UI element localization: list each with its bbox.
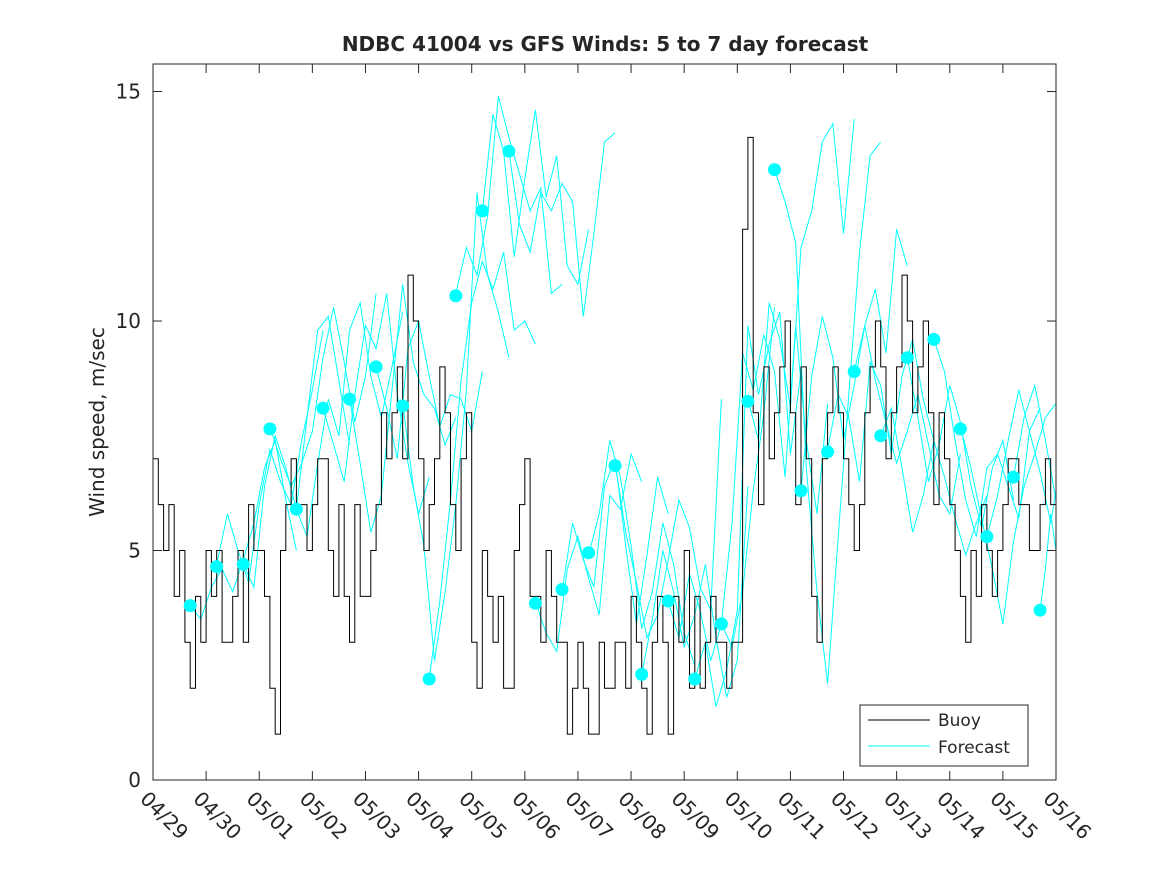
y-axis-label: Wind speed, m/sec	[85, 327, 109, 517]
buoy-series	[153, 136, 1056, 735]
forecast-point-16	[608, 459, 622, 473]
forecast-point-3	[263, 422, 277, 436]
forecast-point-25	[847, 365, 861, 378]
forecast-run-27	[906, 357, 1014, 528]
forecast-run-11	[481, 109, 590, 286]
y-tick-label-2: 10	[116, 309, 141, 333]
forecast-point-26	[874, 429, 888, 443]
forecast-point-0	[183, 599, 197, 613]
forecast-point-22	[768, 163, 781, 177]
forecast-point-18	[661, 594, 675, 608]
legend-forecast-label: Forecast	[938, 738, 1010, 758]
forecast-run-24	[827, 339, 935, 482]
forecast-point-11	[475, 204, 489, 218]
forecast-point-5	[316, 401, 330, 415]
forecast-run-12	[508, 132, 616, 317]
forecast-point-8	[396, 399, 410, 413]
forecast-point-31	[1007, 470, 1020, 484]
forecast-run-30	[986, 389, 1056, 537]
forecast-point-12	[502, 144, 516, 158]
forecast-run-20	[720, 325, 829, 624]
forecast-point-20	[714, 617, 728, 631]
forecast-point-29	[953, 422, 967, 436]
forecast-layer	[189, 95, 1056, 707]
forecast-point-14	[555, 583, 569, 596]
forecast-point-32	[1033, 603, 1047, 617]
y-axis: 0 5 10 15	[116, 80, 1056, 792]
forecast-run-5	[322, 293, 430, 514]
forecast-point-17	[635, 667, 649, 681]
forecast-point-6	[343, 392, 356, 406]
plot-area	[153, 95, 1056, 735]
forecast-point-7	[369, 360, 383, 374]
forecast-point-4	[289, 502, 303, 516]
forecast-point-15	[582, 546, 596, 560]
forecast-point-21	[741, 394, 755, 408]
forecast-run-13	[534, 452, 643, 654]
forecast-run-28	[933, 339, 1041, 537]
forecast-run-21	[747, 119, 855, 441]
forecast-initial-points	[183, 144, 1047, 686]
forecast-point-2	[236, 557, 250, 571]
forecast-run-10	[455, 95, 563, 295]
forecast-point-24	[821, 445, 835, 459]
forecast-run-9	[428, 252, 536, 680]
forecast-run-16	[614, 399, 722, 640]
forecast-run-23	[800, 229, 908, 491]
forecast-point-1	[210, 560, 224, 574]
forecast-point-19	[688, 672, 702, 686]
forecast-point-10	[449, 289, 463, 303]
legend-buoy-label: Buoy	[938, 711, 981, 731]
forecast-run-25	[853, 325, 961, 516]
forecast-point-30	[980, 530, 994, 544]
y-tick-label-0: 0	[128, 768, 141, 792]
forecast-run-3	[269, 293, 377, 488]
forecast-run-32	[1039, 513, 1056, 611]
forecast-run-15	[588, 440, 696, 666]
forecast-point-28	[927, 332, 941, 346]
forecast-point-13	[528, 596, 542, 610]
forecast-point-9	[422, 672, 436, 686]
forecast-run-22	[774, 141, 882, 684]
forecast-point-23	[794, 484, 808, 498]
y-tick-label-3: 15	[116, 80, 141, 104]
forecast-point-27	[900, 351, 914, 365]
legend-box	[859, 704, 1029, 767]
buoy-layer	[153, 136, 1056, 735]
plot-frame	[152, 63, 1057, 781]
chart-title: NDBC 41004 vs GFS Winds: 5 to 7 day fore…	[342, 32, 869, 56]
y-tick-label-1: 5	[128, 539, 141, 563]
legend: Buoy Forecast	[859, 704, 1029, 767]
forecast-run-31	[1013, 383, 1056, 501]
forecast-run-1	[216, 330, 324, 583]
forecast-run-29	[959, 403, 1056, 624]
